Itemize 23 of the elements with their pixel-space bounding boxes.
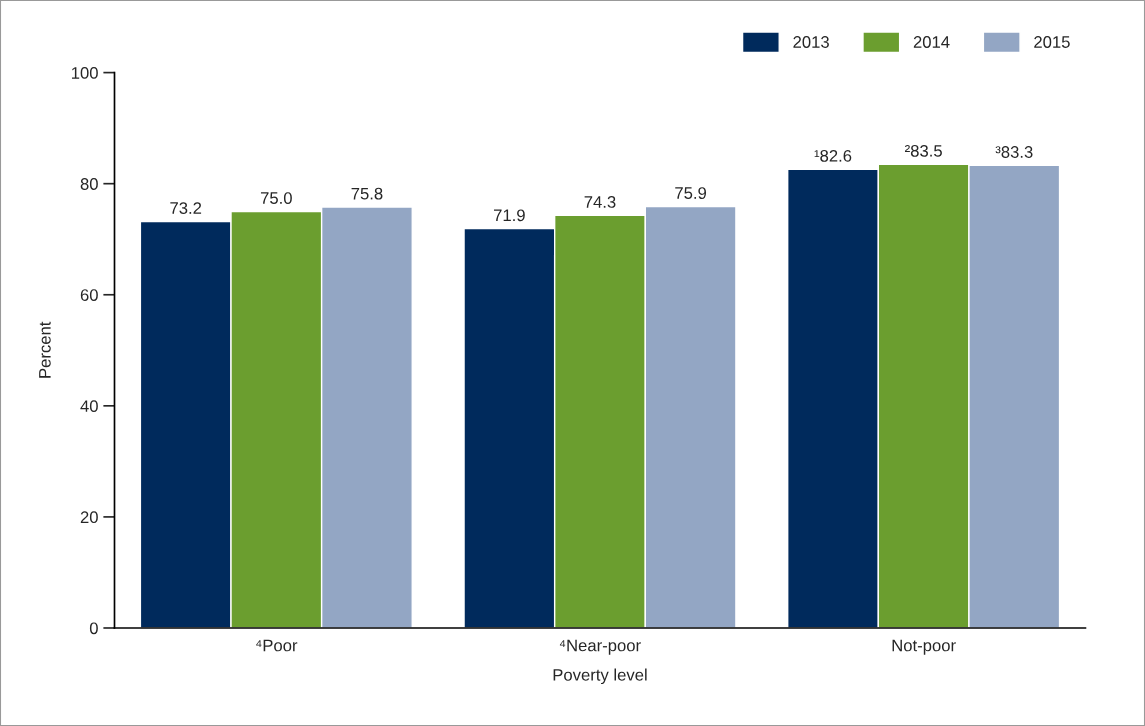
y-axis-title: Percent — [39, 321, 51, 378]
y-tick-label: 40 — [80, 400, 98, 413]
data-label: 74.3 — [584, 196, 616, 208]
data-label: 75.0 — [260, 192, 292, 204]
legend-label: 2013 — [793, 36, 829, 48]
y-tick-label: 100 — [71, 67, 98, 79]
data-label: 73.2 — [170, 202, 202, 214]
y-tick-label: 80 — [80, 178, 98, 190]
data-label: 75.8 — [351, 187, 383, 200]
legend-label: 2015 — [1034, 36, 1070, 48]
data-label: ²83.5 — [904, 144, 942, 157]
data-label: 75.9 — [675, 187, 707, 199]
data-label: 71.9 — [493, 209, 525, 222]
y-tick-label: 60 — [80, 289, 98, 301]
x-tick-label: ⁴Poor — [256, 639, 298, 652]
data-label: ¹82.6 — [814, 149, 852, 162]
y-tick-label: 0 — [89, 622, 98, 635]
x-tick-label: Not-poor — [892, 639, 956, 655]
legend-label: 2014 — [913, 36, 950, 48]
y-tick-label: 20 — [80, 511, 98, 524]
x-axis-title: Poverty level — [553, 668, 647, 685]
x-tick-label: ⁴Near-poor — [559, 639, 641, 655]
data-label: ³83.3 — [995, 146, 1033, 158]
